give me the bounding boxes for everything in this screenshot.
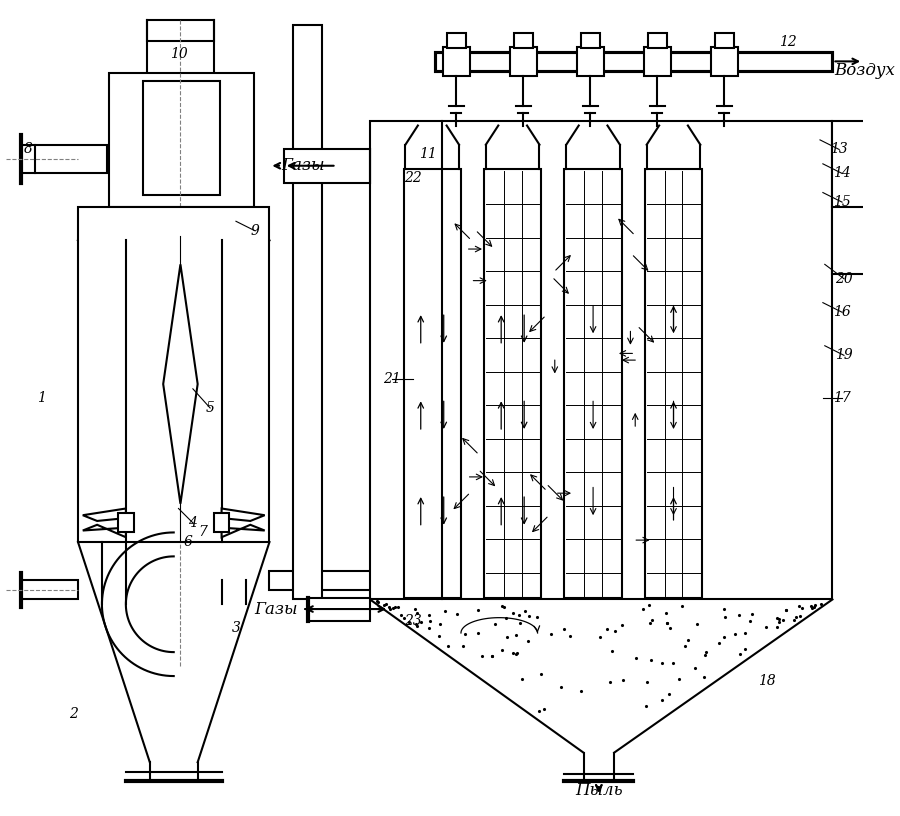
Bar — [147, 20, 214, 42]
Bar — [564, 169, 622, 597]
Bar — [284, 149, 370, 183]
Text: Воздух: Воздух — [834, 63, 896, 79]
Bar — [269, 570, 394, 590]
Text: 1: 1 — [37, 392, 46, 406]
Text: 4: 4 — [188, 516, 197, 530]
Bar — [78, 207, 269, 542]
Text: 20: 20 — [835, 272, 853, 286]
Polygon shape — [163, 264, 198, 503]
Bar — [214, 513, 230, 533]
Bar — [514, 33, 533, 48]
Bar — [648, 33, 667, 48]
Text: 8: 8 — [23, 143, 32, 157]
Text: 15: 15 — [833, 195, 850, 209]
Text: 5: 5 — [206, 401, 214, 415]
Bar — [370, 121, 832, 600]
Text: 10: 10 — [169, 47, 187, 60]
Bar — [509, 47, 536, 76]
Bar — [435, 51, 832, 71]
Bar — [143, 81, 220, 195]
Bar — [118, 513, 133, 533]
Polygon shape — [221, 525, 265, 537]
Bar — [715, 33, 733, 48]
Bar — [577, 47, 604, 76]
Bar — [403, 169, 461, 597]
Polygon shape — [83, 525, 126, 537]
Text: 14: 14 — [833, 166, 850, 180]
Bar — [484, 169, 542, 597]
Bar — [711, 47, 738, 76]
Text: 22: 22 — [404, 171, 422, 185]
Text: Газы: Газы — [255, 601, 298, 618]
Bar — [308, 597, 370, 620]
Text: 16: 16 — [833, 305, 850, 319]
Bar — [443, 47, 470, 76]
Bar — [580, 33, 599, 48]
Text: 3: 3 — [231, 621, 240, 635]
Polygon shape — [83, 508, 126, 521]
Text: 13: 13 — [831, 143, 848, 157]
Bar — [446, 33, 465, 48]
Text: 11: 11 — [418, 147, 436, 162]
Text: Газы: Газы — [282, 157, 325, 175]
Bar — [644, 47, 670, 76]
Text: 18: 18 — [759, 674, 776, 688]
Text: 2: 2 — [68, 707, 77, 721]
Text: 9: 9 — [251, 224, 259, 237]
Bar — [21, 144, 107, 174]
Bar — [293, 25, 322, 600]
Text: 21: 21 — [383, 372, 400, 386]
Bar — [832, 121, 866, 274]
Text: 7: 7 — [198, 526, 207, 539]
Text: 19: 19 — [835, 348, 853, 362]
Polygon shape — [221, 508, 265, 521]
Bar — [644, 169, 702, 597]
Bar — [21, 580, 78, 600]
Text: Пыль: Пыль — [575, 783, 623, 800]
Bar — [109, 73, 254, 207]
Text: 23: 23 — [404, 614, 422, 628]
Text: 6: 6 — [184, 535, 193, 549]
Text: 17: 17 — [833, 392, 850, 406]
Text: 12: 12 — [779, 35, 797, 49]
